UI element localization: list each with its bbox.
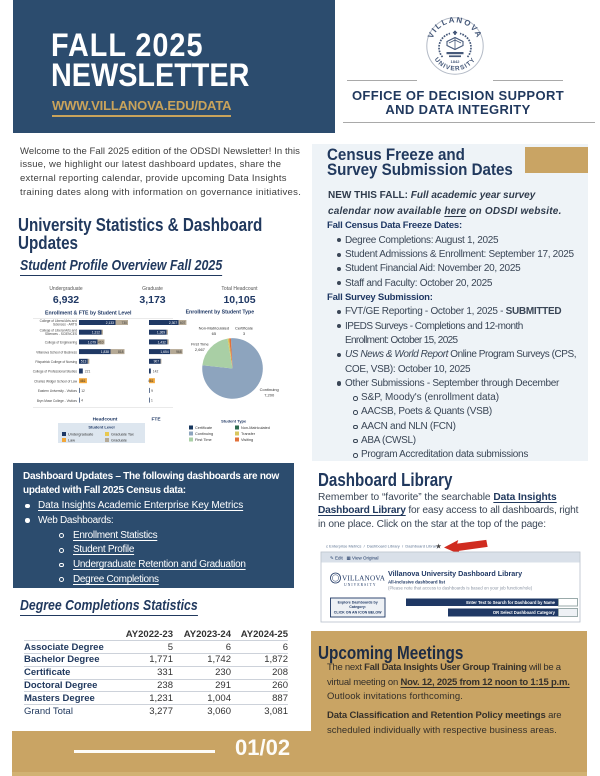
svg-text:Continuing: Continuing bbox=[195, 432, 213, 436]
svg-text:461: 461 bbox=[80, 379, 86, 383]
svg-text:VILLANOVA: VILLANOVA bbox=[342, 575, 386, 583]
svg-text:65: 65 bbox=[212, 331, 217, 336]
svg-text:✎ Edit ▦ View Original: ✎ Edit ▦ View Original bbox=[330, 556, 378, 561]
svg-text:1,432: 1,432 bbox=[158, 340, 166, 344]
svg-text:Transfer: Transfer bbox=[241, 432, 256, 436]
svg-text:907: 907 bbox=[154, 360, 160, 364]
svg-text:513: 513 bbox=[81, 360, 87, 364]
svg-text:Undergraduate: Undergraduate bbox=[49, 286, 83, 292]
svg-text:Sciences - SCIENCES: Sciences - SCIENCES bbox=[45, 332, 77, 336]
svg-text:Non-Matriculated: Non-Matriculated bbox=[199, 326, 229, 331]
svg-text:9: 9 bbox=[151, 389, 153, 393]
svg-text:Villanova University Dashboard: Villanova University Dashboard Library bbox=[388, 569, 522, 578]
svg-text:Villanova School of Business: Villanova School of Business bbox=[36, 350, 77, 354]
svg-text:Undergraduate: Undergraduate bbox=[68, 433, 93, 437]
svg-text:Certificate: Certificate bbox=[235, 326, 254, 331]
svg-text:Sciences - ARTS: Sciences - ARTS bbox=[53, 322, 77, 326]
svg-text:College of Engineering: College of Engineering bbox=[45, 341, 77, 345]
svg-text:College of Liberal Arts and: College of Liberal Arts and bbox=[40, 319, 78, 323]
svg-text:First Time: First Time bbox=[191, 342, 209, 347]
svg-text:Fitzpatrick College of Nursing: Fitzpatrick College of Nursing bbox=[35, 360, 77, 364]
svg-text:Eastern University - Visitors: Eastern University - Visitors bbox=[38, 389, 77, 393]
svg-text:607: 607 bbox=[180, 321, 186, 325]
svg-text:Total Headcount: Total Headcount bbox=[221, 286, 258, 292]
svg-text:Student Type: Student Type bbox=[221, 419, 247, 424]
svg-text:(Please note that access to da: (Please note that access to dashboards i… bbox=[388, 586, 533, 591]
svg-text:730: 730 bbox=[121, 321, 127, 325]
svg-text:461: 461 bbox=[148, 379, 154, 383]
svg-text:First Time: First Time bbox=[195, 438, 212, 442]
svg-text:1,654: 1,654 bbox=[160, 350, 168, 354]
svg-text:410: 410 bbox=[98, 340, 104, 344]
svg-text:Headcount: Headcount bbox=[93, 417, 118, 423]
svg-text:Graduate: Graduate bbox=[111, 439, 127, 443]
svg-text:1842: 1842 bbox=[451, 59, 461, 64]
svg-text:UNIVERSITY: UNIVERSITY bbox=[344, 583, 377, 587]
svg-text:4: 4 bbox=[81, 399, 83, 403]
svg-text:1,312: 1,312 bbox=[92, 331, 100, 335]
svg-text:Enter Text to Search for Dashb: Enter Text to Search for Dashboard by Na… bbox=[466, 600, 555, 605]
svg-text:6,932: 6,932 bbox=[53, 294, 79, 306]
svg-text:7,200: 7,200 bbox=[264, 393, 275, 398]
svg-text:Enrollment & FTE by Student Le: Enrollment & FTE by Student Level bbox=[45, 311, 132, 317]
svg-text:Continuing: Continuing bbox=[260, 387, 279, 392]
svg-text:OR Select Dashboard Category: OR Select Dashboard Category bbox=[493, 610, 556, 615]
svg-text:3,173: 3,173 bbox=[139, 294, 165, 306]
svg-text:142: 142 bbox=[153, 369, 159, 373]
svg-text:968: 968 bbox=[176, 350, 182, 354]
svg-text:★: ★ bbox=[436, 543, 442, 551]
svg-text:Bryn Mawr College - Visitors: Bryn Mawr College - Visitors bbox=[37, 399, 78, 403]
svg-text:Certificate: Certificate bbox=[195, 426, 212, 430]
svg-text:2,133: 2,133 bbox=[106, 321, 114, 325]
svg-text:Enrollment by Student Type: Enrollment by Student Type bbox=[186, 310, 255, 316]
svg-text:221: 221 bbox=[85, 369, 91, 373]
svg-text:818: 818 bbox=[118, 350, 124, 354]
svg-text:Graduate: Graduate bbox=[142, 286, 163, 292]
svg-text:12: 12 bbox=[81, 389, 85, 393]
svg-text:2,667: 2,667 bbox=[195, 347, 206, 352]
svg-text:Charles Widger School of Law: Charles Widger School of Law bbox=[34, 379, 78, 383]
svg-text:1: 1 bbox=[151, 399, 153, 403]
svg-text:Explore Dashboards by: Explore Dashboards by bbox=[338, 601, 378, 605]
svg-text:College of Liberal Arts and: College of Liberal Arts and bbox=[40, 329, 78, 333]
svg-text:College of Professional Studie: College of Professional Studies bbox=[33, 370, 78, 374]
svg-text:Law: Law bbox=[68, 439, 75, 443]
svg-text:1,079: 1,079 bbox=[88, 340, 96, 344]
svg-text:CLICK ON AN ICON BELOW: CLICK ON AN ICON BELOW bbox=[334, 611, 382, 615]
svg-text:Visiting: Visiting bbox=[241, 438, 253, 442]
svg-text:Student Level: Student Level bbox=[88, 425, 114, 430]
svg-text:All-inclusive dashboard list: All-inclusive dashboard list bbox=[388, 580, 446, 585]
svg-text:Non-Matriculated: Non-Matriculated bbox=[241, 426, 270, 430]
svg-text:3: 3 bbox=[243, 331, 246, 336]
svg-text:Category:: Category: bbox=[349, 605, 366, 609]
svg-text:FTE: FTE bbox=[151, 417, 161, 423]
svg-text:c Enterprise Metrics / Dashb: c Enterprise Metrics / Dashboard Library… bbox=[326, 544, 438, 549]
svg-text:1,369: 1,369 bbox=[157, 331, 165, 335]
svg-text:10,105: 10,105 bbox=[223, 294, 255, 306]
svg-text:Graduate Tax: Graduate Tax bbox=[111, 433, 134, 437]
svg-text:2,307: 2,307 bbox=[169, 321, 177, 325]
svg-text:1,838: 1,838 bbox=[101, 350, 109, 354]
